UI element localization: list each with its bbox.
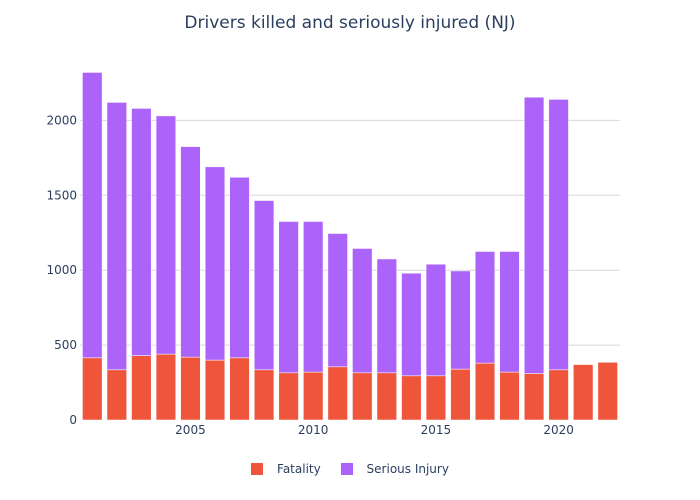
legend-swatch-fatality <box>251 463 264 475</box>
y-tick-label: 500 <box>54 338 77 352</box>
bar-serious-injury-2003[interactable] <box>131 108 152 356</box>
bar-serious-injury-2004[interactable] <box>155 115 176 355</box>
bar-fatality-2015[interactable] <box>425 375 446 421</box>
bar-serious-injury-2011[interactable] <box>327 233 348 368</box>
legend: Fatality Serious Injury <box>0 462 700 478</box>
bar-fatality-2018[interactable] <box>499 371 520 421</box>
bar-serious-injury-2013[interactable] <box>376 258 397 374</box>
bar-fatality-2006[interactable] <box>204 359 226 421</box>
x-tick-label: 2005 <box>175 423 206 437</box>
y-tick-label: 0 <box>69 413 77 427</box>
bar-fatality-2007[interactable] <box>229 357 250 421</box>
bar-serious-injury-2018[interactable] <box>499 251 520 373</box>
bar-fatality-2013[interactable] <box>376 372 397 421</box>
bar-fatality-2019[interactable] <box>524 373 545 421</box>
bar-serious-injury-2010[interactable] <box>303 221 324 373</box>
y-axis: 0 500 1000 1500 2000 <box>46 113 77 427</box>
bar-fatality-2020[interactable] <box>548 369 569 421</box>
legend-swatch-serious-injury <box>340 463 353 475</box>
bars <box>82 72 618 421</box>
bar-fatality-2004[interactable] <box>155 353 176 421</box>
legend-item-fatality[interactable]: Fatality <box>251 462 321 476</box>
legend-label-fatality: Fatality <box>277 462 321 476</box>
bar-fatality-2005[interactable] <box>180 356 201 421</box>
bar-fatality-2017[interactable] <box>474 362 496 421</box>
bar-fatality-2014[interactable] <box>401 375 422 421</box>
bar-serious-injury-2005[interactable] <box>180 146 201 358</box>
x-tick-label: 2010 <box>298 423 329 437</box>
x-tick-label: 2015 <box>421 423 452 437</box>
bar-fatality-2002[interactable] <box>106 369 127 421</box>
chart-title: Drivers killed and seriously injured (NJ… <box>184 13 516 33</box>
bar-serious-injury-2020[interactable] <box>548 99 569 371</box>
bar-fatality-2022[interactable] <box>597 362 618 421</box>
legend-item-serious-injury[interactable]: Serious Injury <box>340 462 449 476</box>
bar-fatality-2009[interactable] <box>278 372 299 421</box>
y-tick-label: 1000 <box>46 263 77 277</box>
bar-fatality-2011[interactable] <box>327 366 348 421</box>
bar-serious-injury-2012[interactable] <box>352 248 373 374</box>
bar-fatality-2016[interactable] <box>450 368 471 421</box>
bar-serious-injury-2016[interactable] <box>450 270 471 370</box>
bar-serious-injury-2015[interactable] <box>425 263 446 377</box>
y-tick-label: 1500 <box>46 188 77 202</box>
bar-fatality-2012[interactable] <box>352 372 373 421</box>
bar-fatality-2010[interactable] <box>303 371 324 421</box>
bar-serious-injury-2017[interactable] <box>474 251 496 364</box>
bar-serious-injury-2002[interactable] <box>106 102 127 371</box>
x-axis: 2005 2010 2015 2020 <box>175 423 574 437</box>
bar-serious-injury-2001[interactable] <box>82 72 103 359</box>
bar-serious-injury-2009[interactable] <box>278 221 299 374</box>
legend-label-serious-injury: Serious Injury <box>366 462 449 476</box>
bar-serious-injury-2019[interactable] <box>524 96 545 374</box>
bar-serious-injury-2008[interactable] <box>254 200 275 371</box>
bar-fatality-2001[interactable] <box>82 357 103 421</box>
x-tick-label: 2020 <box>543 423 574 437</box>
bar-serious-injury-2014[interactable] <box>401 272 422 377</box>
bar-fatality-2008[interactable] <box>254 369 275 421</box>
bar-fatality-2003[interactable] <box>131 355 152 421</box>
bar-serious-injury-2006[interactable] <box>204 166 226 361</box>
y-tick-label: 2000 <box>46 113 77 127</box>
bar-serious-injury-2007[interactable] <box>229 177 250 359</box>
bar-fatality-2021[interactable] <box>573 364 594 421</box>
